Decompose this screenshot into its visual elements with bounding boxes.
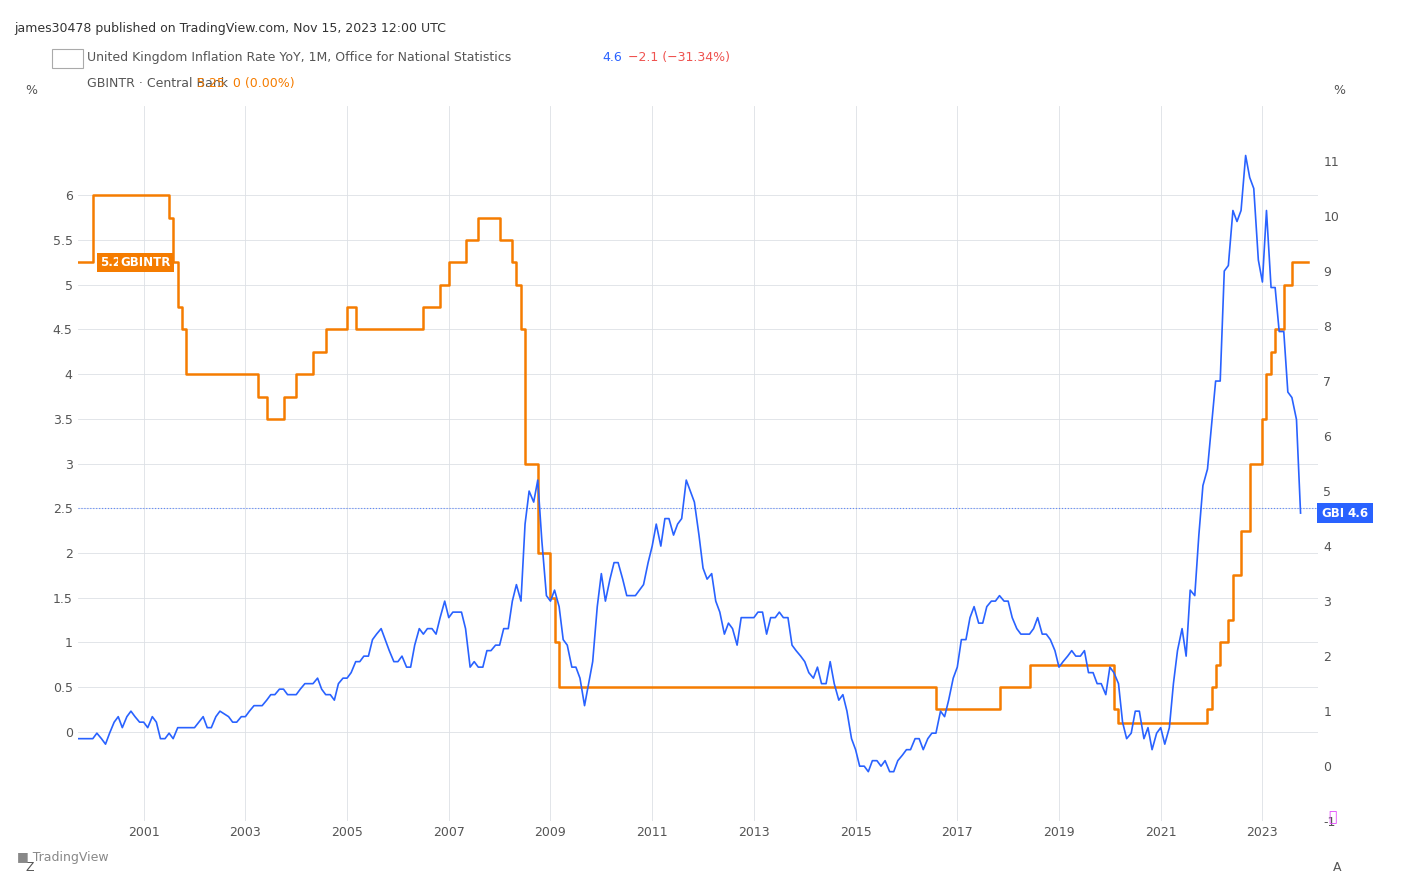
Text: GBINTR · Central Bank: GBINTR · Central Bank — [87, 78, 228, 90]
Text: %: % — [1334, 85, 1345, 97]
Text: Z: Z — [25, 861, 34, 873]
Text: ■ TradingView: ■ TradingView — [17, 850, 109, 864]
Text: GBIRYY: GBIRYY — [1321, 507, 1369, 519]
Text: 5.25  0 (0.00%): 5.25 0 (0.00%) — [189, 78, 295, 90]
Text: %: % — [25, 85, 38, 97]
Text: 4.6: 4.6 — [602, 51, 622, 64]
Text: %: % — [62, 52, 73, 63]
Text: 5.25: 5.25 — [100, 256, 130, 269]
Text: United Kingdom Inflation Rate YoY, 1M, Office for National Statistics: United Kingdom Inflation Rate YoY, 1M, O… — [87, 51, 512, 64]
Text: 4.6: 4.6 — [1348, 507, 1369, 519]
Text: james30478 published on TradingView.com, Nov 15, 2023 12:00 UTC: james30478 published on TradingView.com,… — [14, 22, 446, 35]
Text: A: A — [1334, 861, 1342, 873]
Text: −2.1 (−31.34%): −2.1 (−31.34%) — [620, 51, 730, 64]
Text: GBINTR: GBINTR — [121, 256, 171, 269]
Text: ⓖ: ⓖ — [1328, 810, 1337, 824]
